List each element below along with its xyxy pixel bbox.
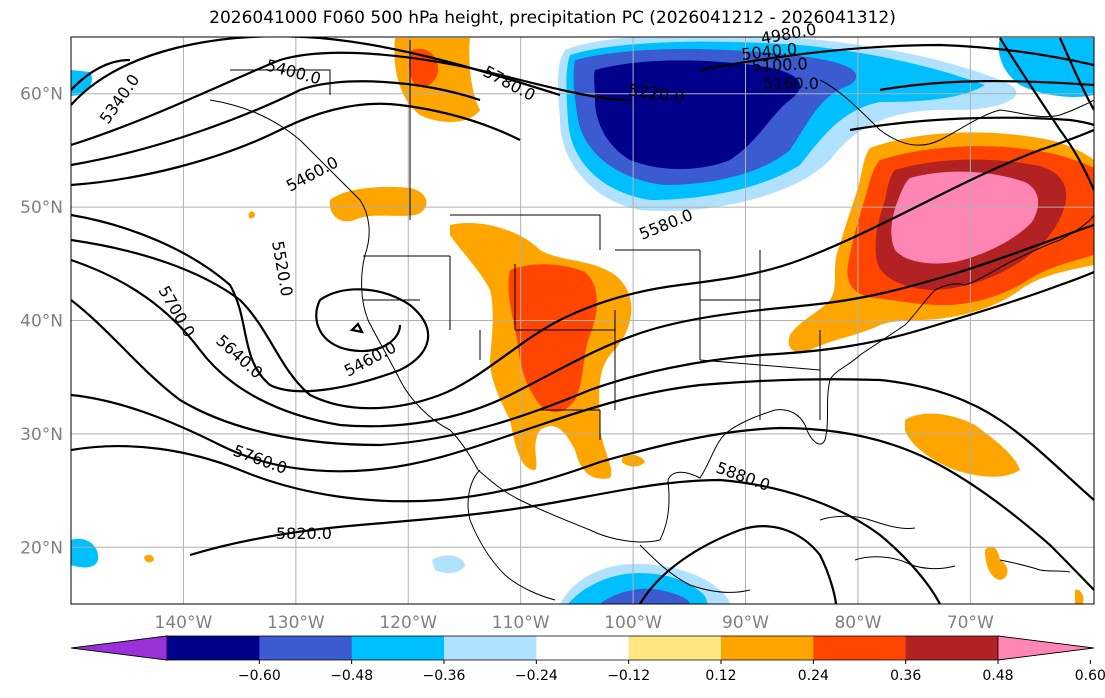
colorbar-segment (905, 636, 999, 660)
map-coastlines (209, 40, 1094, 601)
lon-tick-label: 70°W (947, 613, 994, 633)
colorbar-extend-min (70, 635, 168, 661)
map-frame (70, 36, 1095, 605)
colorbar-segment (813, 636, 907, 660)
contour-label: 5820.0 (276, 524, 332, 543)
lon-tick-label: 140°W (155, 613, 213, 633)
colorbar-segment (536, 636, 630, 660)
lat-tick-label: 20°N (20, 538, 63, 558)
colorbar: −0.60 −0.48 −0.36 −0.24 −0.12 0.12 0.24 0.36 0.4… (70, 635, 1105, 684)
lon-tick-label: 100°W (604, 613, 662, 633)
longitude-tick-labels: 140°W 130°W 120°W 110°W 100°W 90°W 80°W 70°W (155, 613, 994, 633)
colorbar-segment (259, 636, 353, 660)
colorbar-tick-label: −0.36 (423, 668, 466, 684)
lon-tick-label: 80°W (834, 613, 881, 633)
colorbar-tick-label: −0.48 (330, 668, 373, 684)
colorbar-segment (721, 636, 814, 660)
colorbar-tick-label: −0.24 (515, 668, 558, 684)
contour-label: 5160.0 (763, 74, 819, 93)
lon-tick-label: 120°W (379, 613, 437, 633)
lat-tick-label: 50°N (20, 198, 63, 218)
colorbar-segment (628, 636, 722, 660)
colorbar-tick-label: 0.36 (890, 668, 921, 684)
lat-tick-label: 60°N (20, 85, 63, 105)
colorbar-segment (167, 636, 260, 660)
map-title: 2026041000 F060 500 hPa height, precipit… (209, 8, 896, 28)
colorbar-tick-label: −0.60 (238, 668, 281, 684)
lat-tick-label: 40°N (20, 312, 63, 332)
colorbar-tick-label: 0.60 (1075, 668, 1105, 684)
colorbar-tick-label: −0.12 (607, 668, 650, 684)
lat-tick-label: 30°N (20, 425, 63, 445)
colorbar-tick-label: 0.12 (705, 668, 736, 684)
lon-tick-label: 130°W (267, 613, 325, 633)
colorbar-segment (444, 636, 537, 660)
latitude-tick-labels: 20°N 30°N 40°N 50°N 60°N (20, 85, 63, 559)
lon-tick-label: 90°W (722, 613, 769, 633)
height-contours (71, 37, 1094, 604)
contour-label: 5100.0 (751, 54, 808, 76)
colorbar-outline (70, 635, 1095, 661)
colorbar-tick-label: 0.24 (798, 668, 829, 684)
lon-tick-label: 110°W (492, 613, 550, 633)
colorbar-tick-label: 0.48 (982, 668, 1013, 684)
colorbar-extend-max (997, 635, 1095, 661)
colorbar-segment (351, 636, 445, 660)
